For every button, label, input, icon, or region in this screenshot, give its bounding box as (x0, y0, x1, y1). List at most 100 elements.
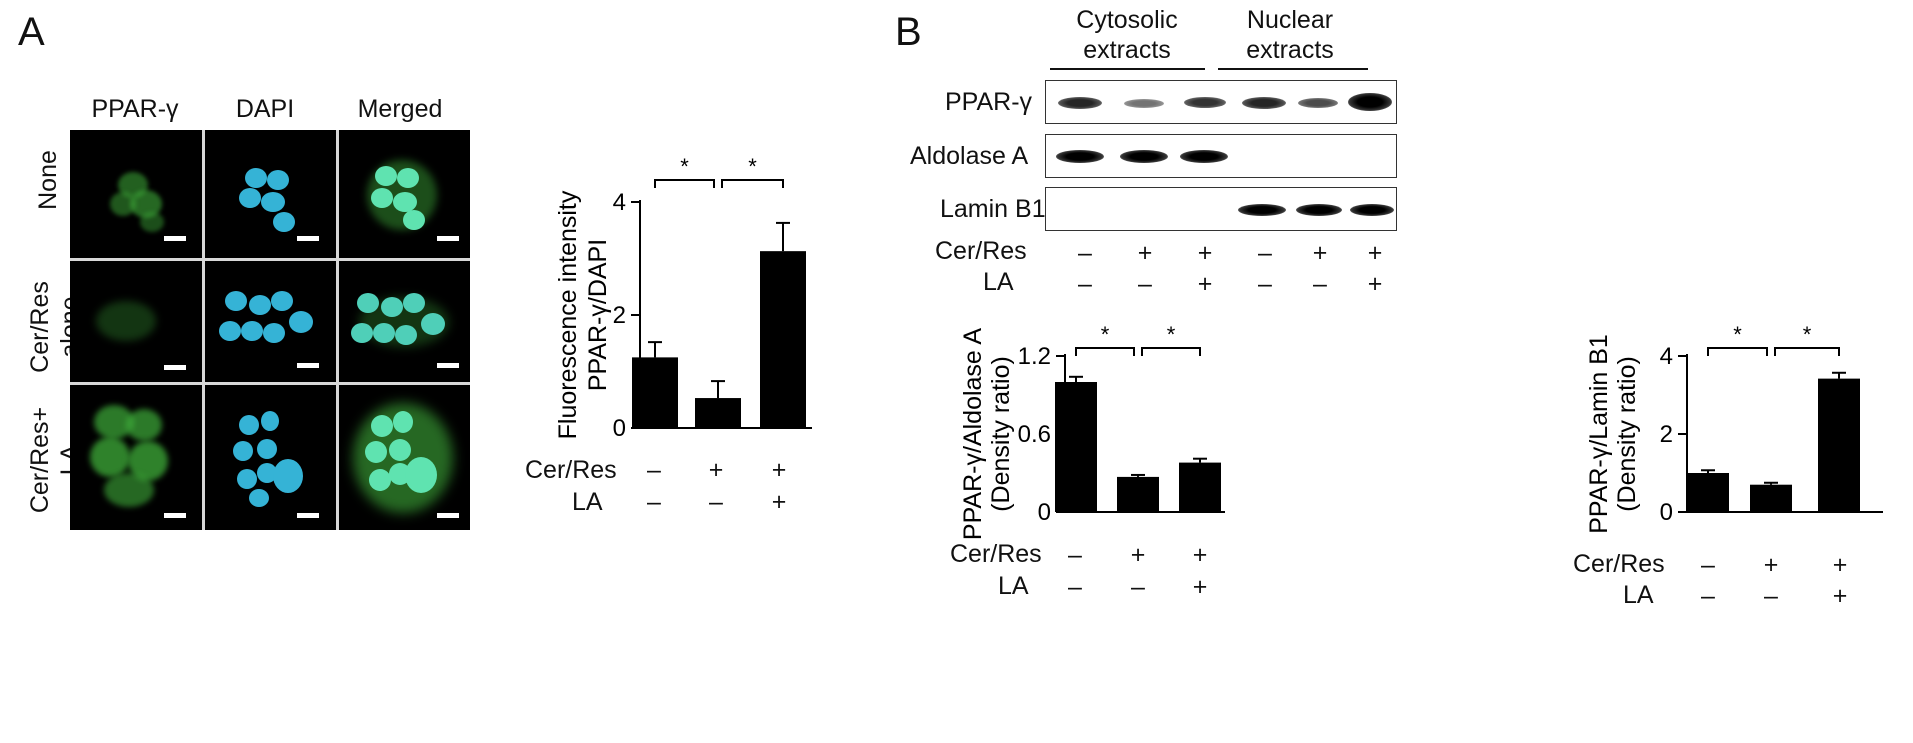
significance-bracket (1774, 347, 1840, 356)
fraction-label-line1: Nuclear (1246, 6, 1334, 34)
treatment-sign: + (708, 456, 724, 484)
panel-a-letter: A (18, 10, 45, 54)
treatment-sign: – (709, 488, 723, 516)
significance-marker: * (1733, 322, 1742, 347)
treatment-label-cer-res: Cer/Res (1573, 550, 1665, 578)
y-tick-label: 4 (613, 189, 626, 216)
y-tick-label: 0 (1660, 499, 1673, 526)
treatment-sign: – (647, 456, 661, 484)
grid-divider (70, 382, 470, 385)
row-label-line1: Cer/Res+ (26, 406, 54, 514)
y-tick-label: 0 (613, 415, 626, 442)
micrograph-merged-cer-res (339, 261, 470, 382)
treatment-label-la: LA (572, 488, 603, 516)
treatment-sign: – (1701, 551, 1715, 579)
fraction-label-cytosolic: Cytosolic extracts (1042, 5, 1212, 65)
significance-marker: * (1803, 322, 1812, 347)
y-axis-label: (Density ratio) (987, 356, 1015, 512)
scale-bar (437, 513, 459, 518)
significance-bracket (1075, 347, 1135, 356)
western-blot-lamin (1045, 187, 1397, 231)
western-blot-ppar (1045, 80, 1397, 124)
blot-sign: + (1367, 239, 1383, 267)
treatment-sign: + (1192, 573, 1208, 601)
grid-divider (336, 130, 339, 530)
bar (1117, 476, 1159, 512)
treatment-sign: + (1832, 551, 1848, 579)
micrograph-ppar-none (70, 130, 202, 258)
blot-label-ppar: PPAR-γ (945, 88, 1033, 116)
blot-sign: – (1078, 270, 1092, 298)
fraction-underline (1050, 68, 1205, 70)
y-axis-label: PPAR-γ/DAPI (584, 239, 612, 391)
column-header-merged: Merged (357, 95, 443, 123)
blot-sign: + (1197, 239, 1213, 267)
micrograph-merged-cer-res-la (339, 385, 470, 530)
bar (1179, 462, 1221, 512)
micrograph-dapi-cer-res (205, 261, 336, 382)
treatment-sign: – (1068, 573, 1082, 601)
significance-bracket (1141, 347, 1201, 356)
significance-marker: * (680, 154, 689, 179)
western-blot-aldolase (1045, 134, 1397, 178)
blot-treatment-label-cer-res: Cer/Res (935, 237, 1027, 265)
treatment-label-cer-res: Cer/Res (950, 540, 1042, 568)
y-tick-label: 4 (1660, 343, 1673, 370)
chart-fluorescence: 0 2 4 Fluorescence intensity PPAR-γ/DAPI * * (554, 154, 812, 442)
bar (1055, 382, 1097, 512)
significance-bracket (1707, 347, 1768, 356)
blot-sign: + (1197, 270, 1213, 298)
micrograph-dapi-none (205, 130, 336, 258)
y-tick-label: 2 (613, 302, 626, 329)
scale-bar (437, 363, 459, 368)
blot-sign: – (1258, 239, 1272, 267)
scale-bar (297, 363, 319, 368)
blot-sign: – (1078, 239, 1092, 267)
blot-sign: + (1137, 239, 1153, 267)
chart-laminb1: 0 2 4 PPAR-γ/Lamin B1 (Density ratio) * * (1585, 322, 1883, 534)
y-axis-label: PPAR-γ/Aldolase A (959, 328, 987, 540)
fraction-label-line1: Cytosolic (1076, 6, 1178, 34)
scale-bar (297, 513, 319, 518)
treatment-sign: – (1131, 573, 1145, 601)
treatment-sign: + (1130, 541, 1146, 569)
treatment-sign: + (1192, 541, 1208, 569)
blot-sign: – (1258, 270, 1272, 298)
micrograph-dapi-cer-res-la (205, 385, 336, 530)
blot-sign: + (1367, 270, 1383, 298)
y-axis-label: (Density ratio) (1613, 356, 1641, 512)
treatment-label-cer-res: Cer/Res (525, 456, 617, 484)
treatment-sign: + (771, 488, 787, 516)
treatment-sign: – (1701, 582, 1715, 610)
fraction-label-nuclear: Nuclear extracts (1215, 5, 1365, 65)
bar (1750, 484, 1792, 512)
treatment-label-la: LA (1623, 581, 1654, 609)
bar (1687, 473, 1729, 512)
grid-divider (202, 130, 205, 530)
fraction-label-line2: extracts (1083, 36, 1171, 64)
micrograph-ppar-cer-res (70, 261, 202, 382)
blot-label-lamin: Lamin B1 (940, 195, 1046, 223)
bar (1818, 378, 1860, 512)
fraction-underline (1218, 68, 1368, 70)
bar (760, 251, 806, 428)
y-axis-label: PPAR-γ/Lamin B1 (1585, 334, 1613, 534)
grid-divider (70, 258, 470, 261)
y-tick-label: 1.2 (1018, 343, 1051, 370)
row-label-line1: None (34, 150, 62, 210)
panel-b-letter: B (895, 10, 922, 54)
blot-sign: – (1313, 270, 1327, 298)
bar (632, 357, 678, 428)
chart-aldolase: 0 0.6 1.2 PPAR-γ/Aldolase A (Density ratio) *… (959, 322, 1225, 540)
column-header-ppar: PPAR-γ (91, 95, 179, 123)
treatment-sign: – (1068, 541, 1082, 569)
treatment-label-la: LA (998, 572, 1029, 600)
scale-bar (164, 513, 186, 518)
micrograph-ppar-cer-res-la (70, 385, 202, 530)
significance-marker: * (748, 154, 757, 179)
significance-bracket (721, 179, 784, 188)
blot-treatment-label-la: LA (983, 268, 1014, 296)
blot-sign: + (1312, 239, 1328, 267)
column-header-dapi: DAPI (235, 95, 295, 123)
